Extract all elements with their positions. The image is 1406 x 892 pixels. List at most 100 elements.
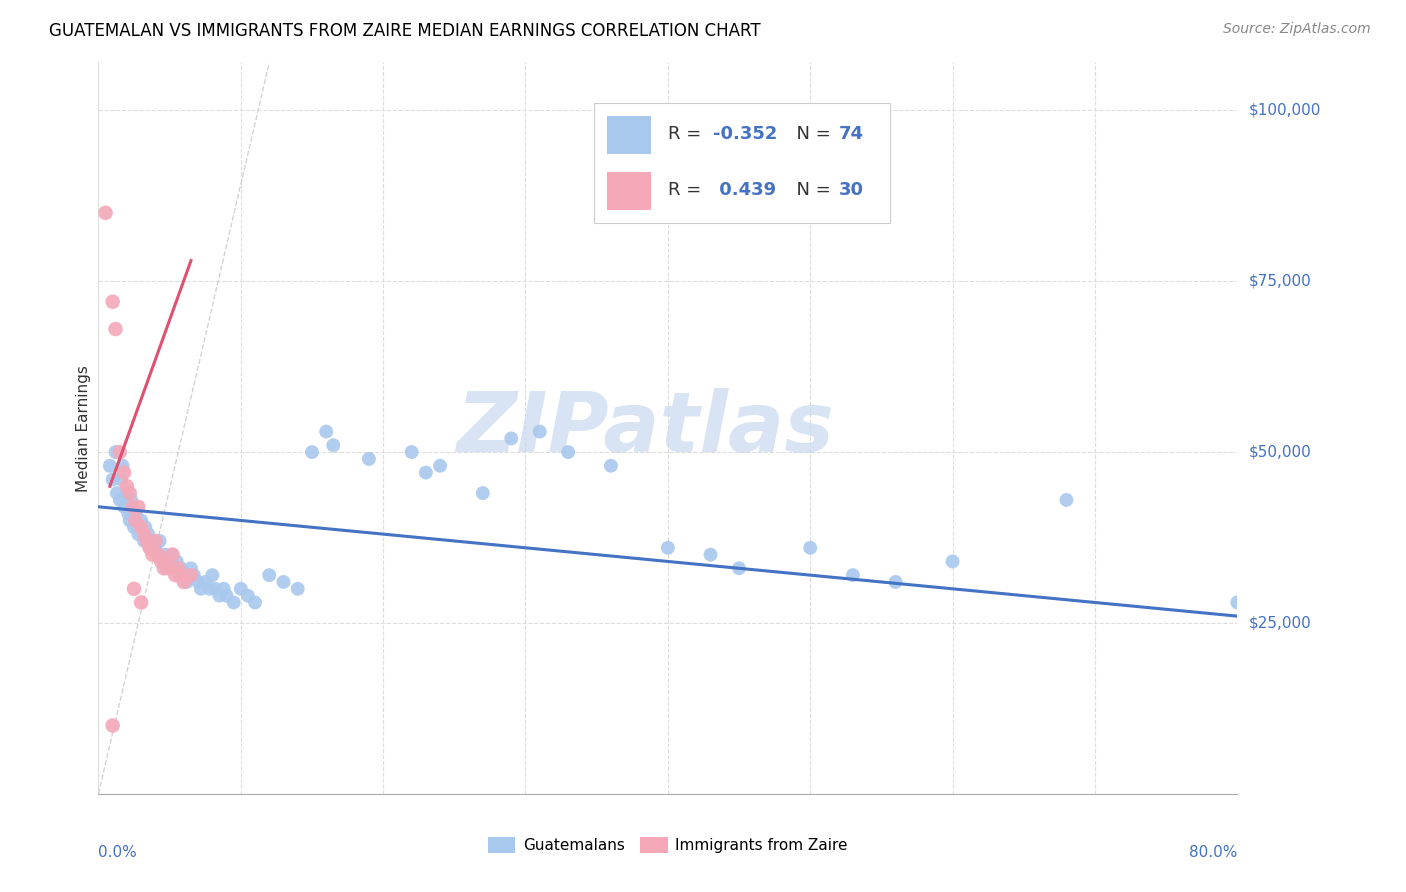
Point bbox=[132, 527, 155, 541]
Point bbox=[115, 479, 138, 493]
Point bbox=[183, 568, 205, 582]
Point bbox=[104, 445, 127, 459]
Point bbox=[159, 554, 181, 568]
Point bbox=[166, 554, 188, 568]
Text: N =: N = bbox=[785, 181, 837, 200]
Text: -0.352: -0.352 bbox=[713, 125, 778, 143]
Text: 74: 74 bbox=[839, 125, 863, 143]
Point bbox=[124, 507, 146, 521]
Point bbox=[138, 541, 160, 555]
Text: $25,000: $25,000 bbox=[1249, 615, 1312, 631]
Y-axis label: Median Earnings: Median Earnings bbox=[76, 365, 91, 491]
Point bbox=[105, 486, 128, 500]
Point bbox=[156, 561, 179, 575]
Point bbox=[190, 582, 212, 596]
Point bbox=[170, 561, 193, 575]
Text: $75,000: $75,000 bbox=[1249, 274, 1312, 289]
Point bbox=[152, 554, 174, 568]
Point bbox=[129, 513, 152, 527]
Point bbox=[118, 486, 141, 500]
Point bbox=[180, 561, 202, 575]
Point bbox=[167, 561, 190, 575]
Point bbox=[101, 718, 124, 732]
Point bbox=[415, 466, 437, 480]
Point bbox=[162, 548, 184, 562]
Point bbox=[112, 500, 135, 514]
Point bbox=[229, 582, 252, 596]
Point bbox=[108, 492, 131, 507]
Point bbox=[122, 582, 145, 596]
Point bbox=[120, 492, 142, 507]
Point bbox=[148, 548, 170, 562]
Point bbox=[138, 541, 160, 555]
FancyBboxPatch shape bbox=[593, 103, 890, 223]
Point bbox=[198, 582, 221, 596]
Point bbox=[122, 520, 145, 534]
Point bbox=[557, 445, 579, 459]
Text: R =: R = bbox=[668, 125, 707, 143]
Point bbox=[153, 561, 176, 575]
Legend: Guatemalans, Immigrants from Zaire: Guatemalans, Immigrants from Zaire bbox=[482, 831, 853, 859]
Text: Source: ZipAtlas.com: Source: ZipAtlas.com bbox=[1223, 22, 1371, 37]
Point bbox=[155, 548, 177, 562]
Point bbox=[204, 582, 226, 596]
Point bbox=[162, 548, 184, 562]
Point bbox=[259, 568, 281, 582]
Point bbox=[150, 554, 173, 568]
Point bbox=[208, 589, 231, 603]
Point bbox=[600, 458, 623, 473]
Point bbox=[108, 445, 131, 459]
Point bbox=[243, 595, 266, 609]
Point bbox=[201, 568, 224, 582]
Point bbox=[315, 425, 337, 439]
Point bbox=[170, 568, 193, 582]
Point bbox=[145, 541, 167, 555]
Text: 0.0%: 0.0% bbox=[98, 845, 138, 860]
Text: R =: R = bbox=[668, 181, 707, 200]
Point bbox=[135, 533, 157, 548]
Point bbox=[101, 472, 124, 486]
Point bbox=[273, 574, 295, 589]
Point bbox=[115, 486, 138, 500]
Text: GUATEMALAN VS IMMIGRANTS FROM ZAIRE MEDIAN EARNINGS CORRELATION CHART: GUATEMALAN VS IMMIGRANTS FROM ZAIRE MEDI… bbox=[49, 22, 761, 40]
Point bbox=[104, 322, 127, 336]
Point bbox=[141, 533, 163, 548]
Point bbox=[529, 425, 551, 439]
Point bbox=[118, 513, 141, 527]
Point bbox=[94, 206, 117, 220]
Text: 0.439: 0.439 bbox=[713, 181, 776, 200]
Point bbox=[117, 507, 139, 521]
Point bbox=[165, 568, 187, 582]
Point bbox=[212, 582, 235, 596]
Point bbox=[112, 466, 135, 480]
Text: $50,000: $50,000 bbox=[1249, 444, 1312, 459]
Point bbox=[322, 438, 344, 452]
Point bbox=[357, 451, 380, 466]
Point bbox=[134, 520, 156, 534]
Point bbox=[799, 541, 821, 555]
Point bbox=[236, 589, 259, 603]
Point bbox=[942, 554, 965, 568]
Point bbox=[149, 533, 172, 548]
Text: 80.0%: 80.0% bbox=[1189, 845, 1237, 860]
Point bbox=[132, 533, 155, 548]
Point bbox=[156, 554, 179, 568]
Point bbox=[127, 527, 149, 541]
Point bbox=[136, 527, 159, 541]
FancyBboxPatch shape bbox=[607, 116, 651, 153]
Point bbox=[1226, 595, 1249, 609]
FancyBboxPatch shape bbox=[607, 172, 651, 211]
Point bbox=[169, 568, 191, 582]
Text: ZIPatlas: ZIPatlas bbox=[456, 388, 834, 468]
Point bbox=[501, 431, 523, 445]
Point bbox=[728, 561, 751, 575]
Point bbox=[101, 294, 124, 309]
Point bbox=[1056, 492, 1078, 507]
Point bbox=[429, 458, 451, 473]
Point bbox=[127, 500, 149, 514]
Point bbox=[145, 533, 167, 548]
Point bbox=[287, 582, 309, 596]
Point bbox=[129, 520, 152, 534]
Point bbox=[401, 445, 423, 459]
Point bbox=[111, 458, 134, 473]
